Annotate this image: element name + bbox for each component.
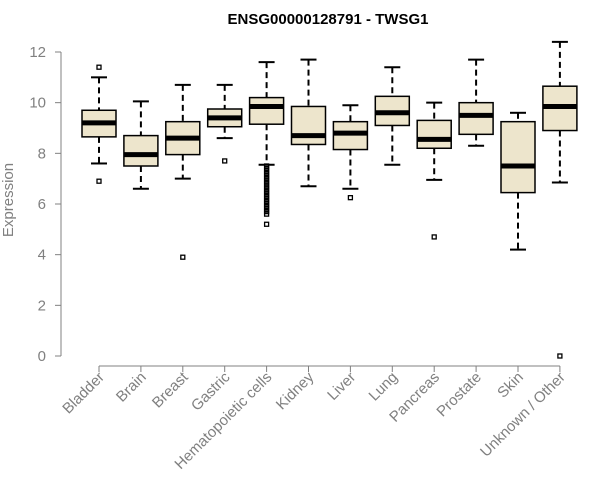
iqr-box	[500, 120, 536, 194]
y-axis: 0 2 4 6 8 10 12	[29, 44, 62, 365]
box-hematopoietic-cells	[248, 61, 285, 227]
y-tick-label: 2	[38, 297, 46, 314]
iqr-box	[416, 119, 452, 150]
outlier-point	[263, 221, 270, 227]
chart-title: ENSG00000128791 - TWSG1	[228, 11, 429, 28]
iqr-box	[123, 134, 159, 167]
x-tick-label: Skin	[494, 369, 527, 402]
outlier-point	[96, 64, 102, 70]
iqr-box	[290, 105, 327, 146]
box-breast	[165, 83, 201, 260]
box-skin	[500, 111, 536, 251]
y-tick-label: 6	[38, 196, 46, 213]
x-tick-label: Brain	[113, 369, 150, 406]
box-liver	[332, 104, 369, 201]
y-tick-label: 10	[29, 95, 46, 112]
x-tick-label: Kidney	[273, 368, 318, 413]
y-tick-label: 12	[29, 44, 46, 61]
x-tick-label: Lung	[366, 369, 402, 405]
y-tick-label: 8	[38, 145, 46, 162]
iqr-box	[458, 101, 494, 136]
outlier-point	[347, 195, 354, 201]
x-tick-label: Breast	[149, 368, 192, 411]
outlier-point	[180, 254, 186, 260]
y-tick-label: 0	[38, 348, 46, 365]
box-kidney	[290, 58, 327, 188]
box-lung	[374, 66, 411, 166]
y-tick-label: 4	[38, 247, 46, 264]
box-pancreas	[416, 101, 452, 240]
outlier-point	[263, 211, 270, 217]
box-bladder	[81, 64, 117, 184]
x-tick-label: Liver	[324, 369, 359, 404]
x-tick-label: Bladder	[59, 369, 108, 418]
x-tick-label: Prostate	[433, 369, 485, 421]
outlier-point	[222, 158, 228, 164]
outlier-point	[557, 353, 563, 359]
outlier-point	[96, 178, 102, 184]
outlier-point	[431, 234, 437, 240]
y-axis-label: Expression	[0, 163, 17, 237]
box-unknown-other	[542, 40, 578, 359]
iqr-box	[248, 96, 285, 125]
iqr-box	[332, 120, 369, 151]
boxes-group	[81, 40, 578, 359]
box-prostate	[458, 58, 494, 147]
box-brain	[123, 100, 159, 190]
box-gastric	[206, 83, 243, 164]
